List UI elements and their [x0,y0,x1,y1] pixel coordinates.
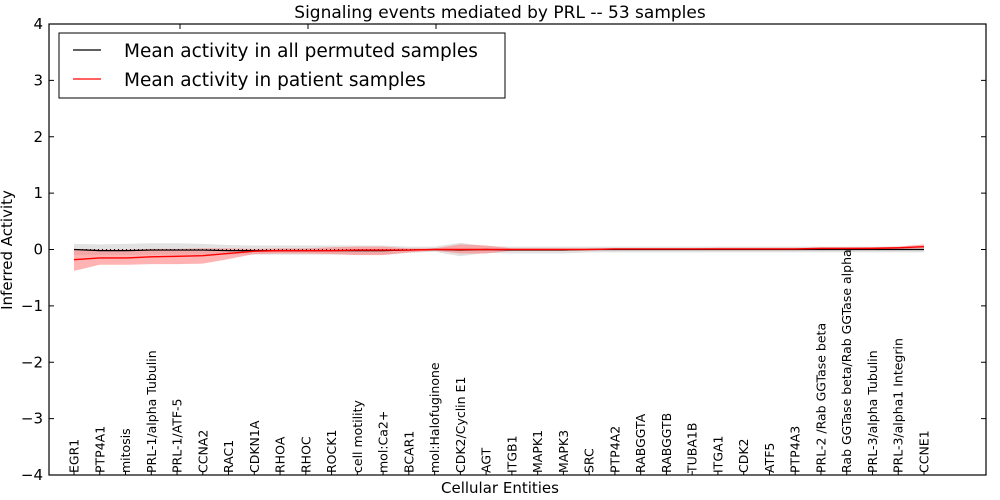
x-tick-label: PRL-3/alpha1 Integrin [891,338,906,473]
legend-label-patient: Mean activity in patient samples [124,70,426,91]
x-tick-label: cell motility [350,399,365,473]
x-tick-label: mol:Ca2+ [376,411,391,473]
top-ticks [179,24,437,29]
y-tick-label: −2 [21,353,43,371]
x-tick-label: PRL-3/alpha Tubulin [865,350,880,473]
x-tick-label: ITGA1 [710,435,725,473]
y-axis-label: Inferred Activity [0,190,16,310]
x-tick-label: CCNA2 [195,430,210,473]
y-axis: 4 3 2 1 0 −1 −2 −3 −4 [21,15,986,484]
patient-mean-line [73,245,925,261]
x-tick-label: CDK2 [736,438,751,473]
legend: Mean activity in all permuted samples Me… [58,32,506,99]
x-tick-label: ATF5 [762,443,777,473]
x-tick-label: TUBA1B [685,423,700,474]
x-tick-label: PTP4A2 [607,426,622,473]
x-tick-label: MAPK1 [530,430,545,473]
x-tick-label: PRL-1/alpha Tubulin [144,350,159,473]
x-tick-label: PRL-1/ATF-5 [170,398,185,473]
y-tick-label: 4 [33,15,43,33]
x-tick-label: PTP4A1 [92,426,107,473]
x-tick-label: PRL-2 /Rab GGTase beta [813,323,828,473]
x-tick-label: RHOA [273,436,288,473]
x-tick-label: ROCK1 [324,430,339,473]
x-axis-label: Cellular Entities [441,479,559,497]
x-axis: EGR1 PTP4A1 mitosis PRL-1/alpha Tubulin PRL-… [67,249,932,475]
x-tick-label: mitosis [118,428,133,473]
y-tick-label: 1 [33,184,43,202]
x-tick-label: BCAR1 [401,431,416,473]
y-tick-label: 2 [33,128,43,146]
x-tick-label: Rab GGTase beta/Rab GGTase alpha [839,249,854,473]
x-tick-label: RABGGTA [633,413,648,473]
plot-area [73,242,925,271]
y-tick-label: 0 [33,241,43,259]
y-tick-label: 3 [33,71,43,89]
x-tick-label: MAPK3 [556,430,571,473]
x-tick-label: EGR1 [67,439,82,473]
legend-label-permuted: Mean activity in all permuted samples [124,41,478,62]
x-tick-label: mol:Halofuginone [427,362,442,473]
y-tick-label: −3 [21,410,43,428]
x-tick-label: CCNE1 [917,430,932,473]
y-tick-label: −1 [21,297,43,315]
x-tick-label: SRC [582,448,597,473]
x-tick-label: RABGGTB [659,413,674,473]
x-tick-label: RHOC [298,436,313,473]
x-tick-label: CDK2/Cyclin E1 [453,377,468,473]
x-tick-label: CDKN1A [247,420,262,473]
chart-title: Signaling events mediated by PRL -- 53 s… [294,3,706,23]
x-tick-label: ITGB1 [504,435,519,473]
y-tick-label: −4 [21,466,43,484]
x-tick-label: AGT [479,447,494,473]
x-tick-label: RAC1 [221,440,236,473]
x-tick-label: PTP4A3 [788,426,803,473]
legend-box [58,32,506,99]
